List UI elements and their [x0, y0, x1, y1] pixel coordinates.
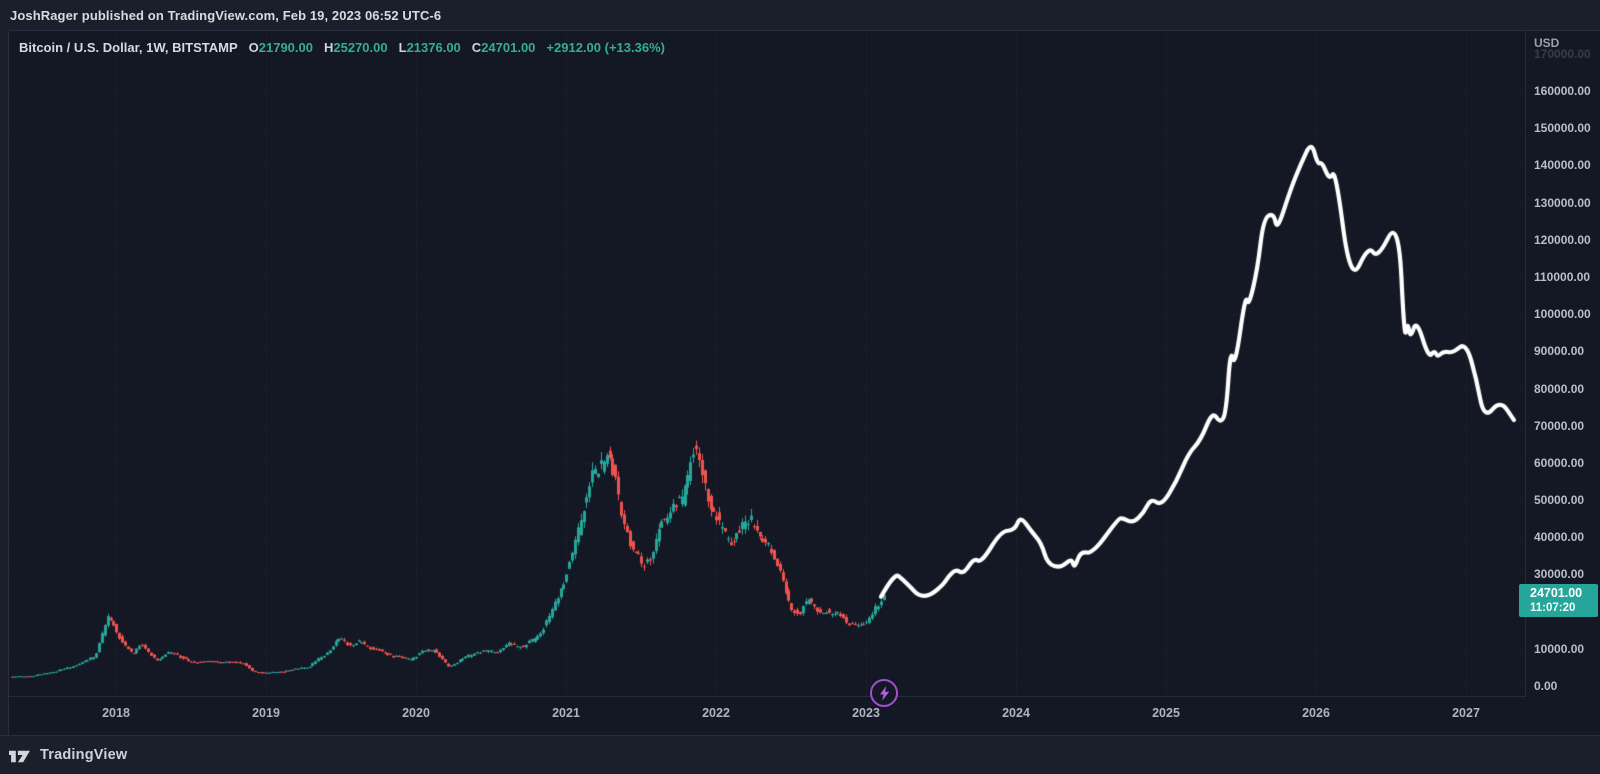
ohlc-value: 21790.00 — [258, 39, 313, 55]
ohlc-value: 21376.00 — [406, 39, 461, 55]
price-tick: 80000.00 — [1534, 381, 1585, 396]
time-axis[interactable]: 2018 2019 2020 2021 2022 2023 2024 2025 2026 2027 — [9, 696, 1526, 736]
last-price-value: 24701.00 — [1530, 586, 1583, 600]
symbol-legend: Bitcoin / U.S. Dollar, 1W, BITSTAMP O217… — [19, 38, 665, 56]
price-tick: 130000.00 — [1534, 195, 1591, 210]
ohlc-letter: H — [323, 39, 334, 55]
ohlc-letter: L — [398, 39, 407, 55]
symbol-title[interactable]: Bitcoin / U.S. Dollar, 1W, BITSTAMP — [19, 39, 238, 55]
attribution-bar: JoshRager published on TradingView.com, … — [0, 0, 1600, 30]
ohlc-item: L21376.00 — [399, 40, 461, 55]
ohlc-item: H25270.00 — [324, 40, 388, 55]
ohlc-value: 25270.00 — [333, 39, 388, 55]
tradingview-wordmark[interactable]: TradingView — [40, 747, 128, 763]
price-tick: 40000.00 — [1534, 530, 1585, 545]
year-tick: 2022 — [702, 706, 730, 720]
year-tick: 2021 — [552, 706, 580, 720]
idea-marker[interactable] — [870, 679, 898, 707]
year-tick: 2018 — [102, 706, 130, 720]
price-tick: 140000.00 — [1534, 158, 1591, 173]
price-tick: 120000.00 — [1534, 232, 1591, 247]
ohlc-value: 24701.00 — [481, 39, 536, 55]
year-tick: 2027 — [1452, 706, 1480, 720]
ohlc-item: C24701.00 — [472, 40, 536, 55]
year-tick: 2019 — [252, 706, 280, 720]
chart-panel: Bitcoin / U.S. Dollar, 1W, BITSTAMP O217… — [8, 30, 1600, 735]
price-axis[interactable]: USD 24701.00 11:07:20 170000.00 160000.00… — [1519, 31, 1600, 696]
price-tick: 90000.00 — [1534, 344, 1585, 359]
currency-label: USD — [1534, 36, 1560, 50]
change-readout: +2912.00 (+13.36%) — [546, 39, 665, 55]
year-tick: 2024 — [1002, 706, 1030, 720]
price-tick: 50000.00 — [1534, 493, 1585, 508]
ohlc-letter: O — [248, 39, 259, 55]
price-tick: 30000.00 — [1534, 567, 1585, 582]
price-tick: 70000.00 — [1534, 418, 1585, 433]
price-tick: 100000.00 — [1534, 307, 1591, 322]
attribution-text: JoshRager published on TradingView.com, … — [10, 7, 442, 23]
year-tick: 2020 — [402, 706, 430, 720]
ohlc-readout: O21790.00 H25270.00 L21376.00 C24701.00 — [249, 40, 536, 55]
year-tick: 2025 — [1152, 706, 1180, 720]
ohlc-letter: C — [471, 39, 482, 55]
price-axis-separator — [1525, 31, 1526, 696]
footer-bar: TradingView — [0, 735, 1600, 774]
last-price-label: 24701.00 11:07:20 — [1519, 584, 1598, 617]
tradingview-logo-icon[interactable] — [9, 748, 32, 763]
year-tick: 2023 — [852, 706, 880, 720]
price-tick: 150000.00 — [1534, 121, 1591, 136]
price-tick: 60000.00 — [1534, 455, 1585, 470]
price-tick: 110000.00 — [1534, 269, 1591, 284]
price-tick: 10000.00 — [1534, 641, 1585, 656]
price-tick: 160000.00 — [1534, 84, 1591, 98]
year-tick: 2026 — [1302, 706, 1330, 720]
price-tick: 0.00 — [1534, 679, 1558, 693]
ohlc-item: O21790.00 — [249, 40, 313, 55]
price-chart-canvas[interactable] — [9, 31, 1525, 696]
price-tick: 170000.00 — [1534, 46, 1591, 61]
bar-countdown: 11:07:20 — [1530, 602, 1576, 614]
lightning-icon — [879, 685, 889, 701]
